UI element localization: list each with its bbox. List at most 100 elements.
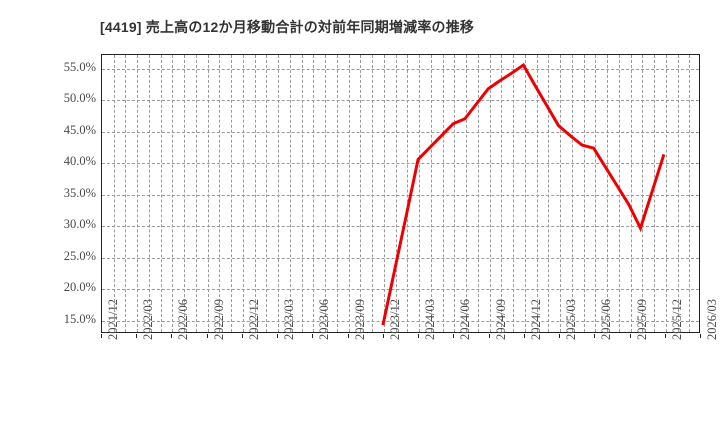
vertical-gridline <box>477 55 479 332</box>
x-axis-tick-mark <box>453 334 455 338</box>
vertical-gridline <box>665 55 667 332</box>
vertical-gridline <box>313 55 315 332</box>
horizontal-gridline <box>102 289 699 291</box>
vertical-gridline <box>325 55 327 332</box>
x-axis-tick-label: 2024/03 <box>423 299 438 340</box>
vertical-gridline <box>571 55 573 332</box>
horizontal-gridline <box>102 68 699 70</box>
vertical-gridline <box>630 55 632 332</box>
x-axis-tick-label: 2022/12 <box>246 299 261 340</box>
x-axis-tick-mark <box>700 334 701 338</box>
vertical-gridline <box>278 55 280 332</box>
data-series-layer <box>381 62 666 326</box>
vertical-gridline <box>113 55 115 332</box>
vertical-gridline <box>195 55 197 332</box>
vertical-gridline <box>348 55 350 332</box>
x-axis-tick-label: 2022/03 <box>141 299 156 340</box>
y-axis-tick-label: 45.0% <box>63 122 96 137</box>
x-axis-tick-label: 2024/12 <box>528 299 543 340</box>
vertical-gridline <box>442 55 444 332</box>
vertical-gridline <box>219 55 221 332</box>
x-axis-tick-label: 2025/06 <box>599 299 614 340</box>
vertical-gridline <box>184 55 186 332</box>
vertical-gridline <box>160 55 162 332</box>
x-axis-tick-mark <box>559 334 561 338</box>
vertical-gridline <box>266 55 268 332</box>
vertical-gridline <box>642 55 644 332</box>
vertical-gridline <box>430 55 432 332</box>
x-axis-tick-mark <box>312 334 314 338</box>
x-axis-tick-mark <box>418 334 420 338</box>
y-axis-tick-label: 15.0% <box>63 311 96 326</box>
vertical-gridline <box>148 55 150 332</box>
x-axis-tick-mark <box>101 334 102 338</box>
y-axis-tick-label: 55.0% <box>63 59 96 74</box>
horizontal-gridline <box>102 163 699 165</box>
vertical-gridline <box>289 55 291 332</box>
vertical-gridline <box>125 55 127 332</box>
x-axis-tick-label: 2025/12 <box>669 299 684 340</box>
vertical-gridline <box>524 55 526 332</box>
vertical-gridline <box>360 55 362 332</box>
horizontal-gridline <box>102 100 699 102</box>
x-axis-tick-label: 2023/03 <box>282 299 297 340</box>
x-axis-tick-label: 2025/09 <box>634 299 649 340</box>
x-axis-tick-mark <box>523 334 525 338</box>
x-axis-tick-label: 2023/09 <box>352 299 367 340</box>
vertical-gridline <box>137 55 139 332</box>
vertical-gridline <box>595 55 597 332</box>
vertical-gridline <box>172 55 174 332</box>
vertical-gridline <box>454 55 456 332</box>
horizontal-gridline <box>102 257 699 259</box>
y-axis-tick-labels: 15.0% 20.0% 25.0% 30.0% 35.0% 40.0% 45.0% 50.0%… <box>0 0 96 440</box>
x-axis-tick-label: 2023/12 <box>387 299 402 340</box>
x-axis-tick-label: 2022/06 <box>176 299 191 340</box>
vertical-gridline <box>466 55 468 332</box>
x-axis-tick-mark <box>136 334 138 338</box>
horizontal-gridline <box>102 194 699 196</box>
vertical-gridline <box>242 55 244 332</box>
vertical-gridline <box>301 55 303 332</box>
x-axis-tick-label: 2024/06 <box>458 299 473 340</box>
x-axis-tick-mark <box>594 334 596 338</box>
vertical-gridline <box>607 55 609 332</box>
x-axis-tick-mark <box>629 334 631 338</box>
x-axis-tick-mark <box>488 334 490 338</box>
x-axis-tick-label: 2023/06 <box>317 299 332 340</box>
vertical-gridline <box>395 55 397 332</box>
vertical-gridline <box>407 55 409 332</box>
x-axis-tick-mark <box>171 334 173 338</box>
x-axis-tick-label: 2025/03 <box>564 299 579 340</box>
vertical-gridline <box>254 55 256 332</box>
vertical-gridline <box>536 55 538 332</box>
x-axis-tick-mark <box>664 334 666 338</box>
y-axis-tick-label: 20.0% <box>63 280 96 295</box>
x-axis-tick-mark <box>347 334 349 338</box>
chart-title: [4419] 売上高の12か月移動合計の対前年同期増減率の推移 <box>100 19 475 35</box>
y-axis-tick-label: 50.0% <box>63 91 96 106</box>
vertical-gridline <box>207 55 209 332</box>
vertical-gridline <box>501 55 503 332</box>
horizontal-gridline <box>102 131 699 133</box>
vertical-gridline <box>383 55 385 332</box>
vertical-gridline <box>654 55 656 332</box>
x-axis-tick-label: 2022/09 <box>211 299 226 340</box>
vertical-gridline <box>231 55 233 332</box>
x-axis-tick-label: 2026/03 <box>705 299 719 340</box>
x-axis-tick-mark <box>241 334 243 338</box>
plot-area <box>101 54 700 333</box>
vertical-gridline <box>689 55 691 332</box>
vertical-gridline <box>372 55 374 332</box>
x-axis-tick-mark <box>277 334 279 338</box>
vertical-gridline <box>548 55 550 332</box>
vertical-gridline <box>489 55 491 332</box>
vertical-gridline <box>336 55 338 332</box>
y-axis-tick-label: 35.0% <box>63 185 96 200</box>
y-axis-tick-label: 25.0% <box>63 248 96 263</box>
vertical-gridline <box>618 55 620 332</box>
x-axis-tick-mark <box>206 334 208 338</box>
vertical-gridline <box>513 55 515 332</box>
vertical-gridline <box>583 55 585 332</box>
